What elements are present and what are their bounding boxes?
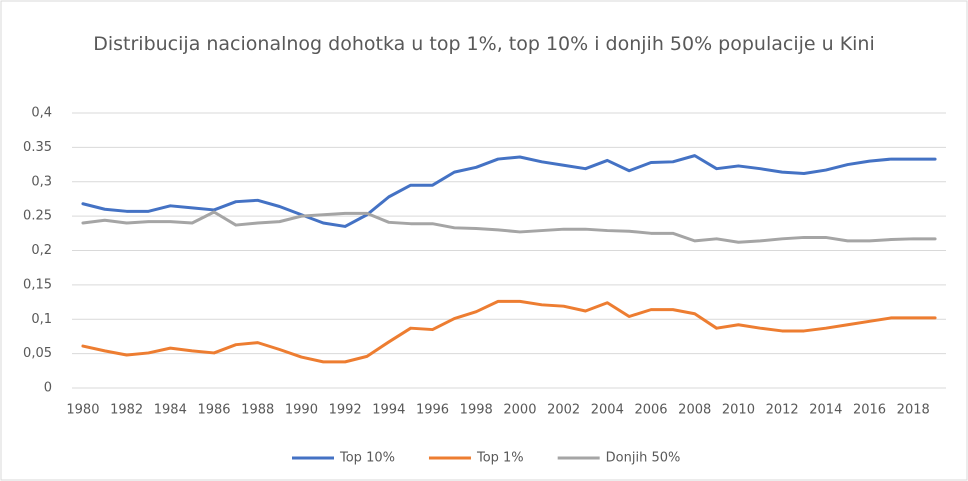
y-tick-label: 0,1 <box>31 312 52 327</box>
x-tick-label: 2018 <box>897 403 930 418</box>
series-line <box>81 154 937 228</box>
x-tick-label: 2006 <box>634 403 667 418</box>
x-tick-label: 1994 <box>372 403 405 418</box>
x-tick-label: 2000 <box>503 403 536 418</box>
y-tick-label: 0,15 <box>23 277 52 292</box>
x-tick-label: 2014 <box>809 403 842 418</box>
x-tick-label: 1990 <box>285 403 318 418</box>
series-line <box>81 299 937 364</box>
y-tick-label: 0.25 <box>23 209 52 224</box>
x-tick-label: 1986 <box>197 403 230 418</box>
chart-title: Distribucija nacionalnog dohotka u top 1… <box>93 33 875 55</box>
x-tick-label: 1988 <box>241 403 274 418</box>
y-tick-label: 0,4 <box>31 106 52 121</box>
series-line <box>81 210 937 244</box>
y-tick-label: 0.35 <box>23 140 52 155</box>
x-tick-label: 1980 <box>66 403 99 418</box>
x-tick-label: 2012 <box>766 403 799 418</box>
legend-label: Donjih 50% <box>606 451 681 466</box>
y-tick-label: 0 <box>44 381 52 396</box>
x-tick-label: 1992 <box>329 403 362 418</box>
legend-label: Top 10% <box>339 451 395 466</box>
x-tick-label: 2010 <box>722 403 755 418</box>
x-tick-label: 2016 <box>853 403 886 418</box>
x-tick-label: 1996 <box>416 403 449 418</box>
legend-label: Top 1% <box>476 451 524 466</box>
x-tick-label: 2008 <box>678 403 711 418</box>
y-tick-label: 0,05 <box>23 346 52 361</box>
x-tick-label: 1982 <box>110 403 143 418</box>
x-tick-label: 2002 <box>547 403 580 418</box>
y-tick-label: 0,3 <box>31 174 52 189</box>
x-tick-label: 1998 <box>460 403 493 418</box>
y-tick-label: 0,2 <box>31 243 52 258</box>
x-tick-label: 2004 <box>591 403 624 418</box>
x-tick-label: 1984 <box>154 403 187 418</box>
